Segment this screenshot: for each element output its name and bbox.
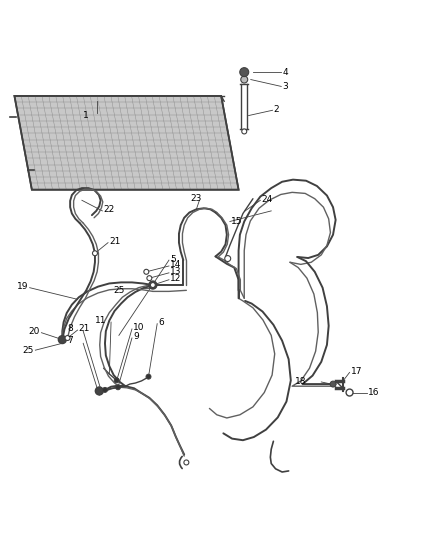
Text: 21: 21 [79,325,90,334]
Circle shape [65,335,70,341]
Text: 24: 24 [261,195,273,204]
Circle shape [144,269,149,274]
Text: 8: 8 [67,325,73,334]
Polygon shape [14,96,239,190]
Text: 15: 15 [231,217,243,226]
Circle shape [150,282,155,287]
Text: 21: 21 [110,237,121,246]
Text: 16: 16 [368,388,380,397]
Circle shape [95,387,103,395]
Text: 12: 12 [170,274,182,283]
Text: 17: 17 [351,367,362,376]
Text: 18: 18 [294,377,306,386]
Text: 7: 7 [67,336,73,345]
Text: 19: 19 [17,282,28,291]
Text: 14: 14 [170,261,182,269]
Text: 2: 2 [274,104,279,114]
Circle shape [114,378,119,383]
Circle shape [147,276,152,281]
Circle shape [149,281,157,289]
Circle shape [92,251,97,256]
Text: 22: 22 [104,205,115,214]
Text: 25: 25 [23,346,34,354]
Text: 25: 25 [113,286,124,295]
Text: 5: 5 [170,255,176,264]
Circle shape [241,76,248,83]
Circle shape [346,389,353,396]
Text: 3: 3 [283,82,288,91]
Text: 9: 9 [133,332,139,341]
Text: 1: 1 [83,111,89,120]
Text: 23: 23 [191,194,202,203]
Text: 4: 4 [283,68,288,77]
Circle shape [116,385,120,390]
Circle shape [58,336,66,344]
Circle shape [146,374,151,379]
Circle shape [102,387,107,392]
Text: 20: 20 [29,327,40,336]
Circle shape [242,129,247,134]
Circle shape [240,68,249,77]
Circle shape [184,460,189,465]
Text: 6: 6 [158,318,164,327]
Text: 13: 13 [170,267,182,276]
Circle shape [330,381,336,387]
Text: 11: 11 [95,316,107,325]
Circle shape [225,256,231,262]
Text: 10: 10 [133,323,145,332]
